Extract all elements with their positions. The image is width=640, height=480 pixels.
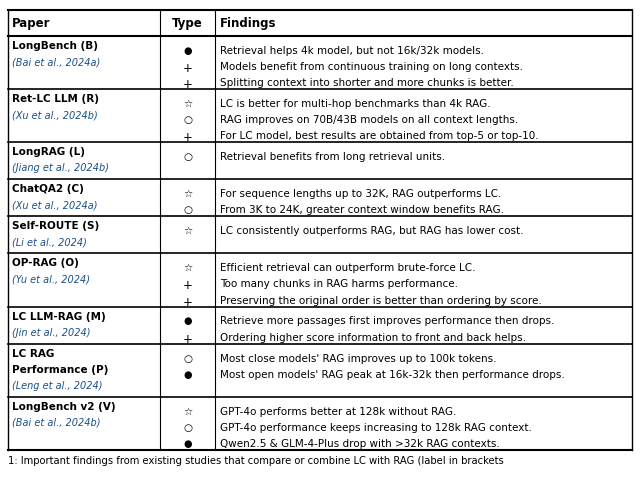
Text: Efficient retrieval can outperform brute-force LC.: Efficient retrieval can outperform brute… bbox=[220, 264, 476, 273]
Text: GPT-4o performs better at 128k without RAG.: GPT-4o performs better at 128k without R… bbox=[220, 407, 456, 417]
Text: (Xu et al., 2024b): (Xu et al., 2024b) bbox=[12, 110, 98, 120]
Text: Too many chunks in RAG harms performance.: Too many chunks in RAG harms performance… bbox=[220, 279, 458, 289]
Text: ●: ● bbox=[183, 439, 192, 449]
Text: Paper: Paper bbox=[12, 16, 51, 29]
Text: Type: Type bbox=[172, 16, 203, 29]
Text: +: + bbox=[182, 62, 193, 75]
Text: From 3K to 24K, greater context window benefits RAG.: From 3K to 24K, greater context window b… bbox=[220, 205, 504, 216]
Text: (Li et al., 2024): (Li et al., 2024) bbox=[12, 238, 87, 248]
Text: ☆: ☆ bbox=[183, 189, 192, 199]
Text: Retrieval benefits from long retrieval units.: Retrieval benefits from long retrieval u… bbox=[220, 152, 445, 162]
Text: ☆: ☆ bbox=[183, 407, 192, 417]
Text: (Xu et al., 2024a): (Xu et al., 2024a) bbox=[12, 201, 97, 211]
Text: Splitting context into shorter and more chunks is better.: Splitting context into shorter and more … bbox=[220, 78, 514, 88]
Text: (Leng et al., 2024): (Leng et al., 2024) bbox=[12, 381, 102, 391]
Text: ☆: ☆ bbox=[183, 99, 192, 109]
Text: LC is better for multi-hop benchmarks than 4k RAG.: LC is better for multi-hop benchmarks th… bbox=[220, 99, 491, 109]
Text: LongRAG (L): LongRAG (L) bbox=[12, 147, 85, 157]
Text: LC LLM-RAG (M): LC LLM-RAG (M) bbox=[12, 312, 106, 322]
Text: +: + bbox=[182, 333, 193, 346]
Text: Most close models' RAG improves up to 100k tokens.: Most close models' RAG improves up to 10… bbox=[220, 353, 497, 363]
Text: Self-ROUTE (S): Self-ROUTE (S) bbox=[12, 221, 99, 231]
Text: 1: Important findings from existing studies that compare or combine LC with RAG : 1: Important findings from existing stud… bbox=[8, 456, 504, 466]
Text: LC consistently outperforms RAG, but RAG has lower cost.: LC consistently outperforms RAG, but RAG… bbox=[220, 226, 524, 236]
Text: (Jiang et al., 2024b): (Jiang et al., 2024b) bbox=[12, 164, 109, 173]
Text: ○: ○ bbox=[183, 205, 192, 216]
Text: For LC model, best results are obtained from top-5 or top-10.: For LC model, best results are obtained … bbox=[220, 131, 539, 141]
Text: ○: ○ bbox=[183, 423, 192, 433]
Text: +: + bbox=[182, 131, 193, 144]
Text: Retrieve more passages first improves performance then drops.: Retrieve more passages first improves pe… bbox=[220, 316, 554, 326]
Text: Performance (P): Performance (P) bbox=[12, 365, 108, 375]
Text: LongBench (B): LongBench (B) bbox=[12, 41, 98, 51]
Text: ○: ○ bbox=[183, 353, 192, 363]
Text: ☆: ☆ bbox=[183, 264, 192, 273]
Text: (Bai et al., 2024a): (Bai et al., 2024a) bbox=[12, 57, 100, 67]
Text: Preserving the original order is better than ordering by score.: Preserving the original order is better … bbox=[220, 296, 541, 306]
Text: +: + bbox=[182, 296, 193, 309]
Text: ChatQA2 (C): ChatQA2 (C) bbox=[12, 184, 84, 194]
Text: (Yu et al., 2024): (Yu et al., 2024) bbox=[12, 275, 90, 285]
Text: ●: ● bbox=[183, 316, 192, 326]
Text: ○: ○ bbox=[183, 152, 192, 162]
Text: Retrieval helps 4k model, but not 16k/32k models.: Retrieval helps 4k model, but not 16k/32… bbox=[220, 46, 484, 56]
Text: (Bai et al., 2024b): (Bai et al., 2024b) bbox=[12, 418, 100, 428]
Text: Ordering higher score information to front and back helps.: Ordering higher score information to fro… bbox=[220, 333, 526, 343]
Text: GPT-4o performance keeps increasing to 128k RAG context.: GPT-4o performance keeps increasing to 1… bbox=[220, 423, 532, 433]
Text: OP-RAG (O): OP-RAG (O) bbox=[12, 258, 79, 268]
Text: LongBench v2 (V): LongBench v2 (V) bbox=[12, 402, 116, 412]
Text: RAG improves on 70B/43B models on all context lengths.: RAG improves on 70B/43B models on all co… bbox=[220, 115, 518, 125]
Text: Findings: Findings bbox=[220, 16, 276, 29]
Text: +: + bbox=[182, 78, 193, 91]
Text: LC RAG: LC RAG bbox=[12, 348, 54, 359]
Text: ●: ● bbox=[183, 370, 192, 380]
Text: ☆: ☆ bbox=[183, 226, 192, 236]
Text: For sequence lengths up to 32K, RAG outperforms LC.: For sequence lengths up to 32K, RAG outp… bbox=[220, 189, 501, 199]
Text: (Jin et al., 2024): (Jin et al., 2024) bbox=[12, 328, 90, 338]
Text: ●: ● bbox=[183, 46, 192, 56]
Text: Most open models' RAG peak at 16k-32k then performance drops.: Most open models' RAG peak at 16k-32k th… bbox=[220, 370, 564, 380]
Text: Qwen2.5 & GLM-4-Plus drop with >32k RAG contexts.: Qwen2.5 & GLM-4-Plus drop with >32k RAG … bbox=[220, 439, 500, 449]
Text: +: + bbox=[182, 279, 193, 292]
Text: Models benefit from continuous training on long contexts.: Models benefit from continuous training … bbox=[220, 62, 523, 72]
Text: ○: ○ bbox=[183, 115, 192, 125]
Text: Ret-LC LLM (R): Ret-LC LLM (R) bbox=[12, 94, 99, 104]
